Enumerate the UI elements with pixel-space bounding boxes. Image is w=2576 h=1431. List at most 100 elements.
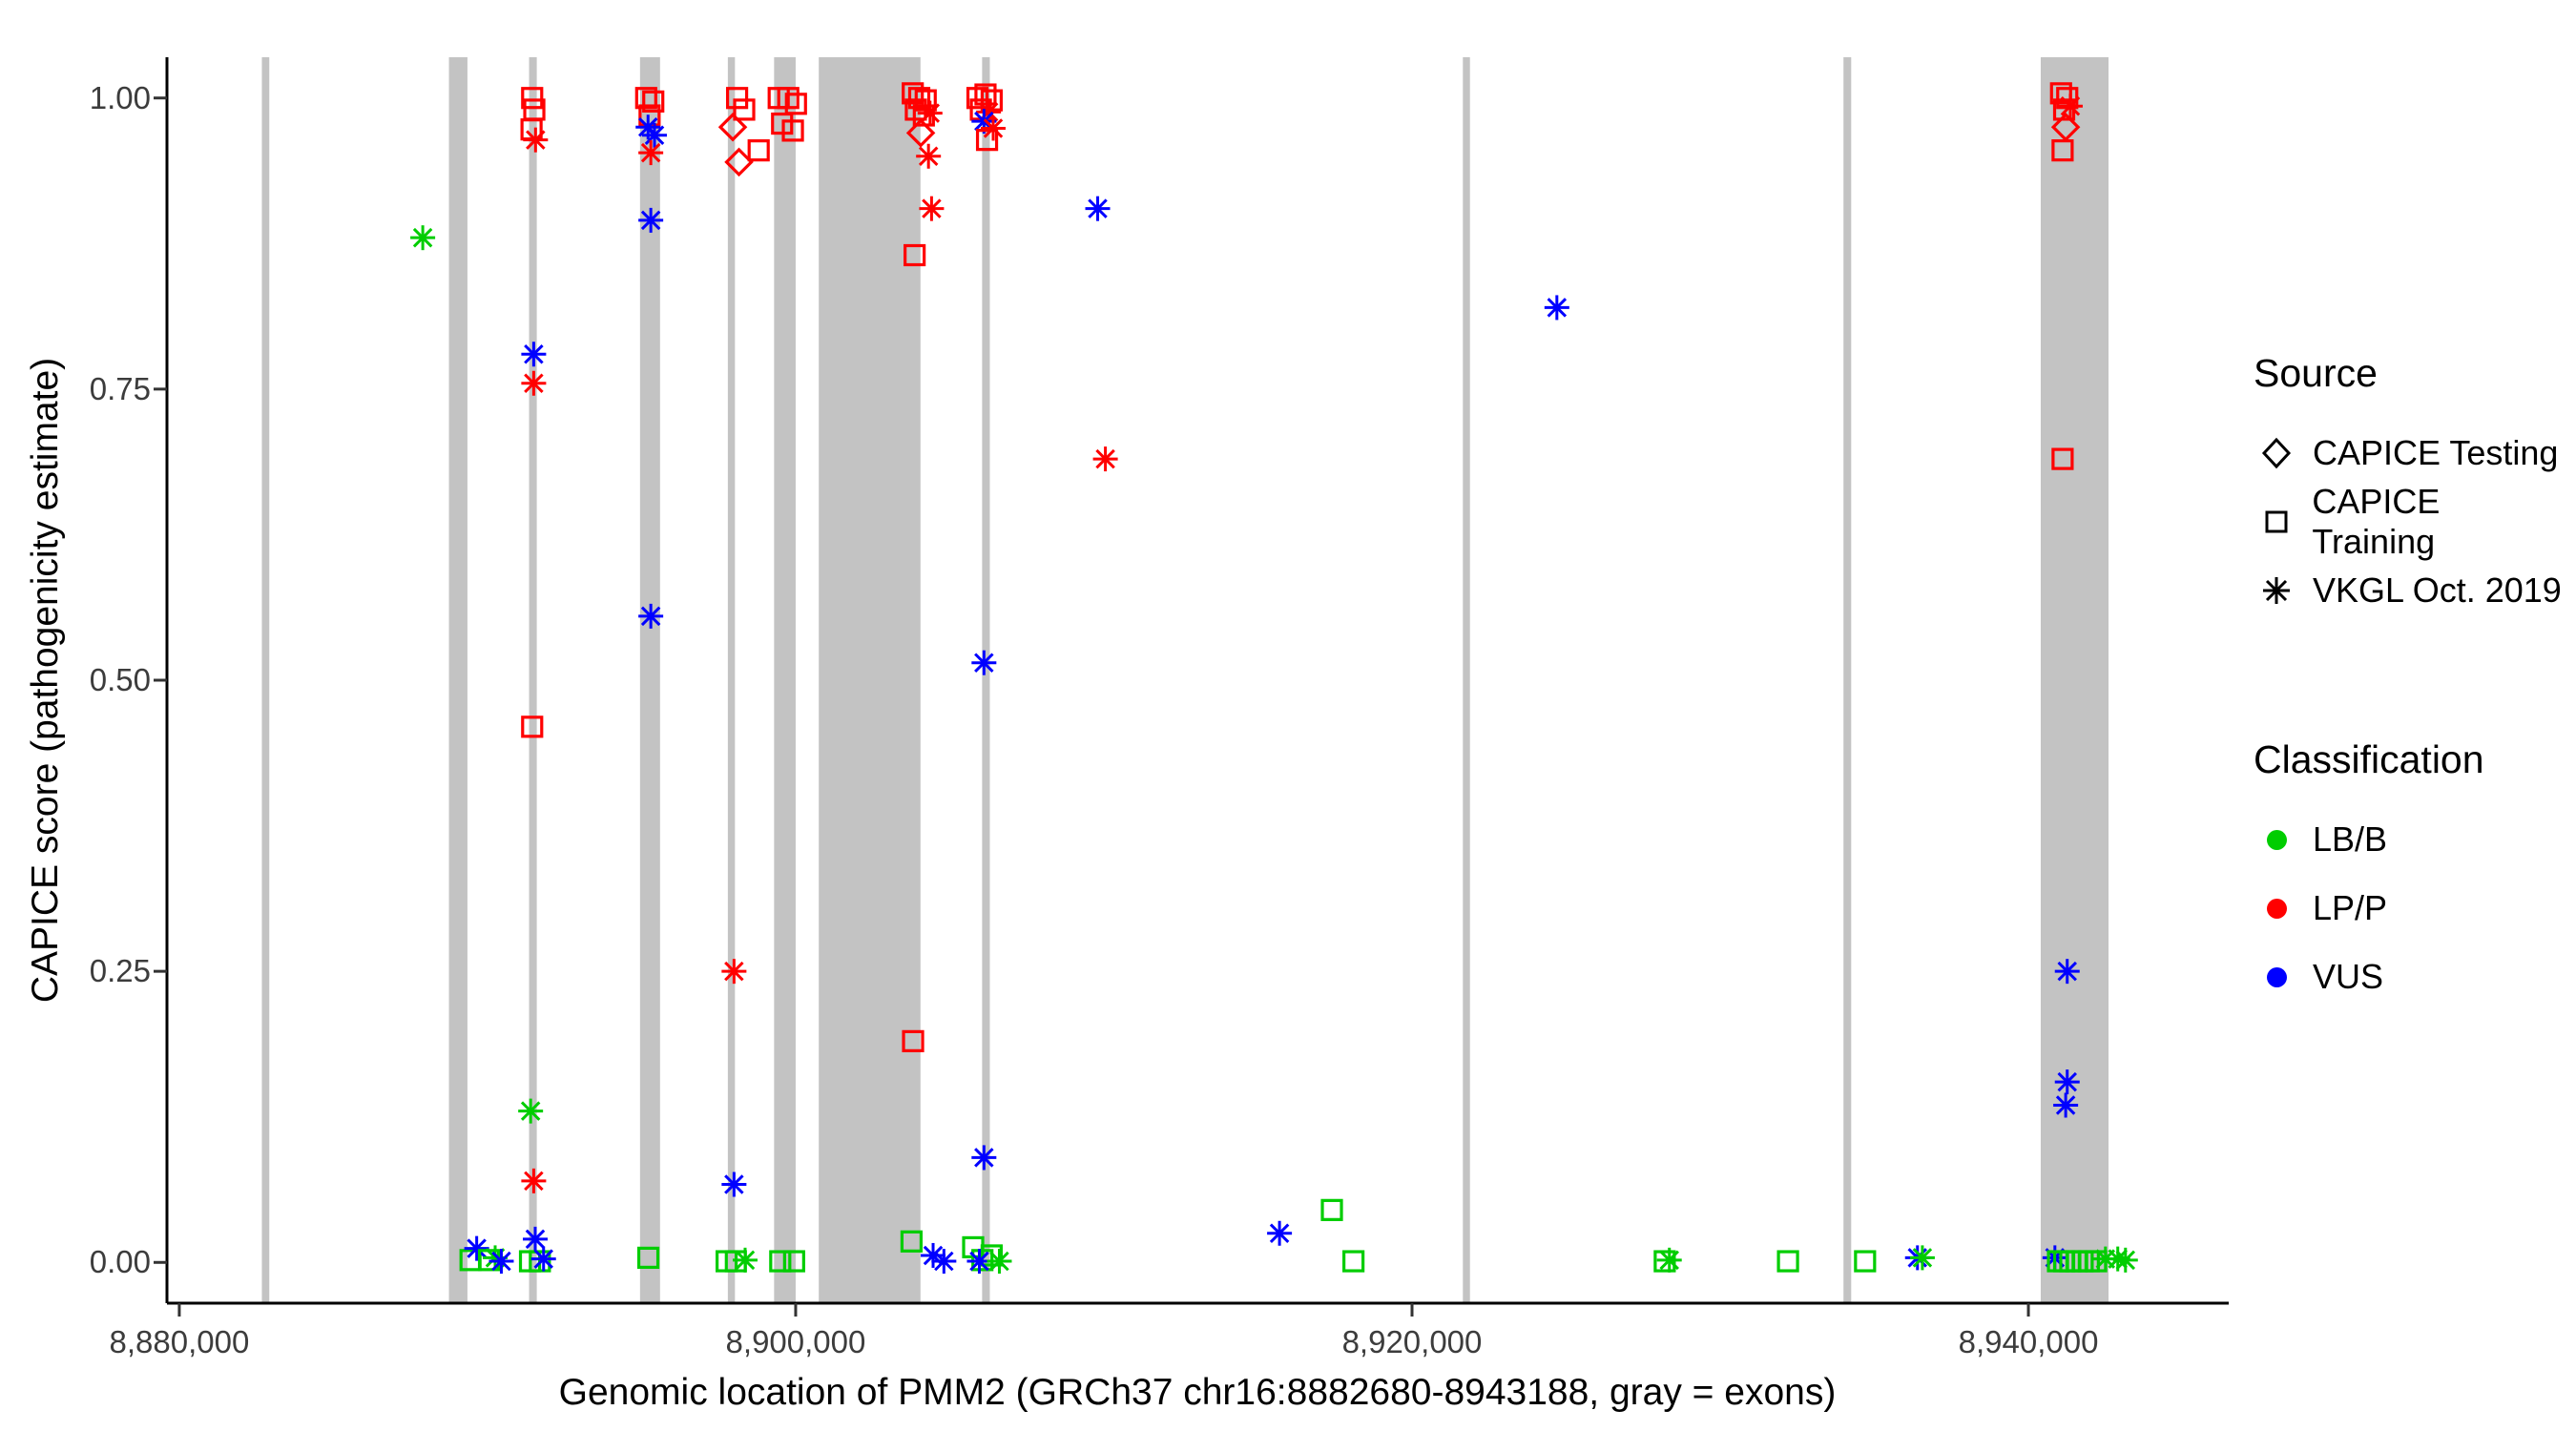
data-point	[732, 1247, 758, 1273]
exon-region	[982, 57, 990, 1303]
exon-region	[774, 57, 796, 1303]
legend-classification-section: Classification LB/B LP/P VUS	[2254, 737, 2568, 1011]
data-point	[769, 1250, 792, 1273]
data-point	[784, 93, 807, 115]
legend-item-label: LB/B	[2313, 819, 2388, 859]
data-point	[2112, 1247, 2138, 1273]
data-point	[2051, 447, 2074, 470]
data-point	[488, 1249, 514, 1275]
legend: Source CAPICE Testing CAPICE Training	[2254, 351, 2568, 1011]
x-tick-label: 8,940,000	[1958, 1324, 2099, 1359]
exon-region	[2040, 57, 2109, 1303]
legend-item-label: LP/P	[2313, 888, 2388, 927]
data-point	[521, 716, 544, 738]
data-point	[2053, 1092, 2079, 1118]
data-point	[410, 225, 436, 251]
legend-item-vus: VUS	[2254, 943, 2568, 1011]
data-point	[521, 1168, 547, 1193]
data-point	[1085, 196, 1111, 221]
y-tick-label: 0.00	[89, 1244, 151, 1280]
data-point	[2049, 82, 2072, 105]
data-point	[917, 100, 943, 126]
legend-item-label: CAPICE Training	[2312, 482, 2441, 561]
data-point	[980, 1244, 1004, 1267]
x-tick-label: 8,880,000	[109, 1324, 250, 1359]
exon-region	[727, 57, 736, 1303]
exon-region	[1843, 57, 1852, 1303]
legend-source-title: Source	[2254, 351, 2378, 395]
data-point	[636, 1246, 660, 1269]
square-icon	[2254, 502, 2298, 542]
data-point	[725, 87, 749, 110]
y-tick-label: 1.00	[89, 79, 151, 115]
data-point	[974, 83, 997, 106]
y-tick-label: 0.75	[89, 370, 151, 406]
exon-region	[529, 57, 537, 1303]
legend-item-capice-training: CAPICE Training	[2254, 482, 2568, 561]
legend-item-lbb: LB/B	[2254, 805, 2568, 874]
data-point	[782, 1250, 805, 1273]
data-point	[1342, 1250, 1365, 1273]
data-point	[1656, 1247, 1682, 1273]
data-point	[902, 82, 924, 105]
data-point	[1544, 295, 1569, 321]
data-point	[642, 90, 665, 113]
exon-region	[261, 57, 270, 1303]
x-tick-label: 8,920,000	[1341, 1324, 1483, 1359]
data-point	[931, 1249, 957, 1275]
data-point	[971, 650, 997, 675]
data-point	[1267, 1220, 1293, 1246]
x-axis-title: Genomic location of PMM2 (GRCh37 chr16:8…	[558, 1372, 1837, 1413]
data-point	[721, 959, 747, 985]
legend-item-vkgl: VKGL Oct. 2019	[2254, 556, 2568, 625]
legend-item-label: VUS	[2313, 957, 2384, 996]
data-point	[907, 87, 931, 110]
vus-color-dot	[2266, 966, 2287, 987]
data-point	[981, 115, 1007, 141]
data-point	[2054, 1069, 2080, 1095]
x-tick-label: 8,900,000	[725, 1324, 866, 1359]
data-point	[987, 1249, 1012, 1275]
asterisk-icon	[2254, 570, 2299, 611]
data-point	[747, 139, 770, 162]
data-point	[523, 1226, 549, 1252]
data-point	[521, 342, 547, 367]
exon-region	[819, 57, 921, 1303]
exon-region	[639, 57, 660, 1303]
legend-source-section: Source CAPICE Testing CAPICE Training	[2254, 351, 2568, 625]
data-point	[717, 112, 748, 142]
y-tick-label: 0.50	[89, 662, 151, 697]
data-point	[1854, 1250, 1877, 1273]
data-point	[518, 1098, 544, 1124]
data-point	[638, 603, 664, 629]
legend-item-label: CAPICE Testing	[2313, 433, 2559, 472]
exon-region	[1463, 57, 1470, 1303]
data-point	[904, 243, 926, 267]
data-point	[971, 1145, 997, 1171]
data-point	[523, 127, 549, 153]
data-point	[724, 147, 754, 177]
legend-item-capice-testing: CAPICE Testing	[2254, 419, 2568, 487]
exon-region	[448, 57, 467, 1303]
data-point	[2054, 959, 2080, 985]
lbb-color-dot	[2266, 829, 2287, 850]
data-point	[2057, 93, 2083, 119]
legend-item-label: VKGL Oct. 2019	[2313, 570, 2562, 610]
data-point	[1092, 446, 1118, 472]
data-point	[919, 196, 945, 221]
legend-item-lpp: LP/P	[2254, 874, 2568, 943]
data-point	[916, 143, 942, 169]
data-point	[530, 1246, 556, 1272]
lpp-color-dot	[2266, 898, 2287, 919]
data-point	[638, 140, 664, 166]
y-tick-label: 0.25	[89, 953, 151, 989]
data-point	[905, 118, 936, 148]
data-point	[642, 122, 668, 148]
data-point	[2051, 139, 2074, 162]
legend-classification-title: Classification	[2254, 737, 2484, 781]
data-point	[721, 1172, 747, 1197]
data-point	[781, 119, 804, 142]
data-point	[464, 1235, 489, 1261]
data-point	[777, 87, 800, 110]
